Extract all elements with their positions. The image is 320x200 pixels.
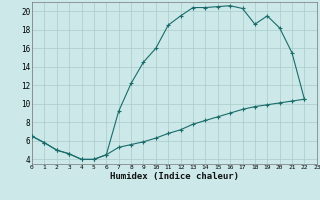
X-axis label: Humidex (Indice chaleur): Humidex (Indice chaleur)	[110, 172, 239, 181]
